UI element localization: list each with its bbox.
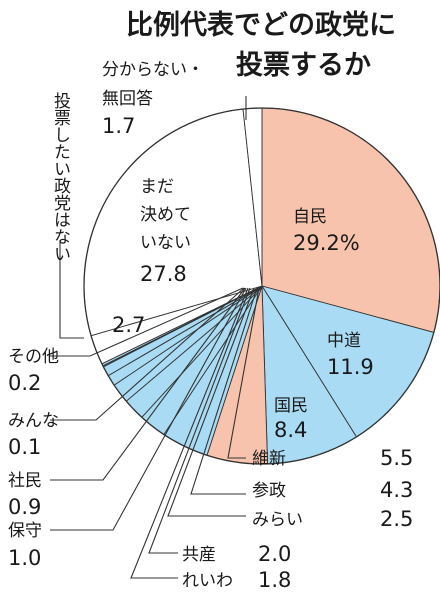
label-shamin: 社民	[8, 471, 42, 491]
label-mirai: みらい	[252, 510, 303, 530]
leader-sansei	[190, 287, 258, 495]
leader-mirai	[167, 287, 255, 517]
leader-reiwa	[130, 287, 249, 579]
label-chudo: 中道	[327, 331, 361, 351]
label-nai-vertical: 投票したい政党はない	[50, 92, 71, 262]
leader-minna	[50, 287, 245, 421]
leader-lines	[50, 96, 260, 579]
label-minna: みんな	[8, 411, 59, 431]
value-kokumin: 8.4	[274, 418, 307, 442]
value-ishin: 5.5	[380, 446, 413, 470]
label-ishin: 維新	[252, 449, 286, 469]
value-chudo: 11.9	[327, 355, 374, 379]
label-kyosan: 共産	[182, 545, 216, 565]
value-mada: 27.8	[140, 262, 187, 286]
label-wakaranai-line2: 無回答	[102, 89, 153, 109]
leader-kyosan	[148, 287, 251, 554]
value-jimin: 29.2%	[293, 231, 360, 255]
value-sonota: 0.2	[8, 371, 41, 395]
label-mada-line3: いない	[140, 233, 191, 253]
value-wakaranai: 1.7	[102, 114, 135, 138]
chart-title-line2: 投票するか	[236, 50, 371, 81]
label-hoshu: 保守	[8, 521, 42, 541]
leader-hoshu	[50, 287, 247, 531]
value-reiwa: 1.8	[258, 568, 291, 592]
pie-slices	[83, 107, 440, 465]
value-minna: 0.1	[8, 435, 41, 459]
label-sansei: 参政	[252, 481, 286, 501]
leader-nai	[59, 240, 84, 339]
label-wakaranai-line1: 分からない・	[102, 60, 204, 80]
value-hoshu: 1.0	[8, 546, 41, 570]
label-kokumin: 国民	[274, 396, 308, 416]
value-shamin: 0.9	[8, 495, 41, 519]
leader-sonota	[50, 287, 244, 357]
value-mirai: 2.5	[380, 507, 413, 531]
value-kyosan: 2.0	[258, 542, 291, 566]
leader-ishin	[227, 287, 260, 459]
label-mada-line2: 決めて	[140, 205, 191, 225]
leader-shamin	[50, 287, 246, 481]
label-jimin: 自民	[293, 207, 327, 227]
value-nai: 2.7	[112, 313, 145, 337]
chart-title-line1: 比例代表でどの政党に	[126, 10, 396, 41]
label-mada-line1: まだ	[140, 177, 174, 197]
pie-outline	[83, 107, 440, 465]
value-sansei: 4.3	[380, 478, 413, 502]
label-sonota: その他	[8, 347, 59, 367]
label-reiwa: れいわ	[182, 571, 233, 591]
